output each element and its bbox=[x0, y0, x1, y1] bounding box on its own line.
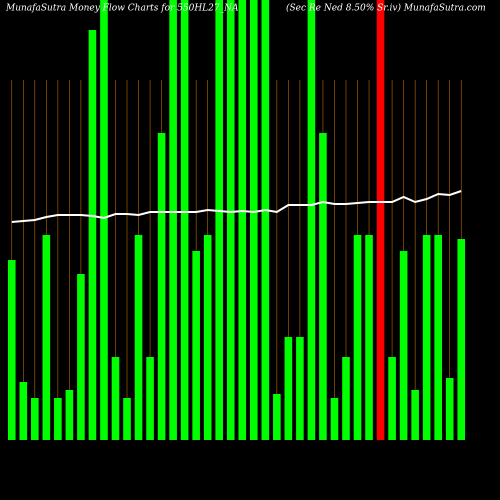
bar bbox=[388, 357, 396, 440]
bar bbox=[411, 390, 419, 440]
chart-subtitle: (Sec Re Ned 8.50% Sr.iv) MunafaSutra.com bbox=[286, 3, 486, 14]
chart-title: MunafaSutra Money Flow Charts for 550HL2… bbox=[5, 4, 239, 14]
bar bbox=[319, 133, 327, 440]
bar bbox=[31, 398, 39, 440]
bar bbox=[54, 398, 62, 440]
bar bbox=[77, 274, 85, 440]
bar bbox=[88, 30, 97, 440]
bar bbox=[215, 0, 224, 440]
bar bbox=[157, 133, 166, 440]
bar bbox=[353, 235, 362, 440]
bar bbox=[284, 337, 293, 440]
bar bbox=[434, 235, 442, 440]
bar bbox=[226, 0, 235, 440]
plot-area bbox=[7, 0, 466, 440]
bar bbox=[399, 251, 408, 440]
bar bbox=[342, 357, 350, 440]
bar bbox=[192, 251, 200, 440]
bar bbox=[445, 378, 454, 440]
bar bbox=[238, 0, 247, 440]
bar bbox=[123, 398, 131, 440]
bar bbox=[146, 357, 154, 440]
bar bbox=[261, 0, 270, 440]
bar bbox=[365, 235, 373, 440]
bar bbox=[457, 239, 466, 440]
bar bbox=[169, 0, 177, 440]
bar bbox=[273, 394, 281, 440]
bar bbox=[203, 235, 212, 440]
bar bbox=[42, 235, 51, 440]
bar bbox=[65, 390, 74, 440]
bar bbox=[307, 0, 316, 440]
bar bbox=[249, 0, 258, 440]
bar bbox=[330, 398, 339, 440]
bar bbox=[422, 235, 431, 440]
bar bbox=[134, 235, 143, 440]
line-series bbox=[11, 190, 462, 223]
bar bbox=[7, 260, 16, 440]
bar bbox=[180, 0, 189, 440]
bar bbox=[100, 0, 108, 440]
bar bbox=[376, 0, 385, 440]
bar bbox=[111, 357, 120, 440]
bar bbox=[19, 382, 28, 440]
bar bbox=[296, 337, 304, 440]
